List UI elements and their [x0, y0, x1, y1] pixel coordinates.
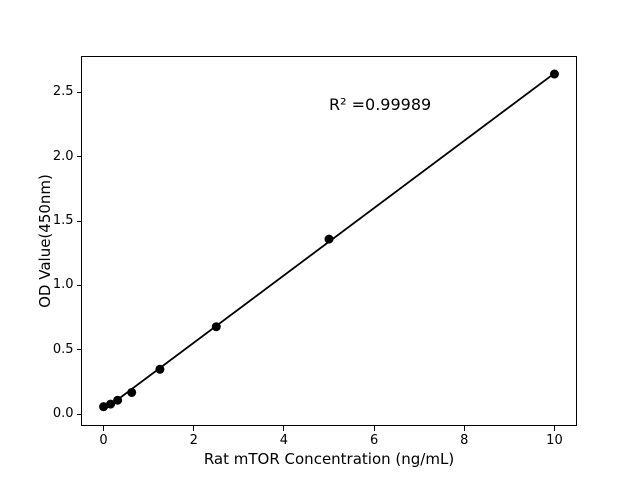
data-point-dot	[99, 402, 109, 412]
y-tick-label: 0.5	[52, 341, 74, 357]
data-point-dot	[106, 399, 116, 409]
y-tick-mark	[76, 349, 81, 351]
x-tick-label: 2	[189, 432, 198, 448]
x-tick-label: 8	[460, 432, 469, 448]
x-tick-label: 10	[546, 432, 563, 448]
chart-canvas	[99, 69, 559, 412]
y-tick-label: 2.5	[52, 84, 74, 100]
data-point-dot	[324, 234, 334, 244]
y-tick-label: 2.0	[52, 148, 74, 164]
y-tick-label: 0.0	[52, 406, 74, 422]
x-tick-label: 6	[369, 432, 379, 448]
x-tick-mark	[463, 426, 465, 431]
y-tick-mark	[76, 91, 81, 93]
y-tick-mark	[76, 413, 81, 415]
y-tick-mark	[76, 220, 81, 222]
x-tick-label: 4	[279, 432, 289, 448]
y-tick-mark	[76, 284, 81, 286]
data-point-dot	[113, 395, 123, 405]
x-tick-mark	[283, 426, 285, 431]
y-tick-label: 1.0	[52, 277, 74, 293]
x-tick-mark	[193, 426, 195, 431]
data-point-dot	[549, 69, 559, 79]
x-tick-label: 0	[99, 432, 108, 448]
x-axis-label: Rat mTOR Concentration (ng/mL)	[203, 450, 455, 468]
data-point-dot	[127, 387, 137, 397]
x-tick-mark	[553, 426, 555, 431]
y-tick-mark	[76, 156, 81, 158]
y-tick-label: 1.5	[52, 213, 74, 229]
data-point-dot	[155, 364, 165, 374]
x-tick-mark	[373, 426, 375, 431]
data-point-dot	[211, 322, 221, 332]
r-squared-annotation: R² =0.99989	[329, 94, 432, 114]
x-tick-mark	[103, 426, 105, 431]
